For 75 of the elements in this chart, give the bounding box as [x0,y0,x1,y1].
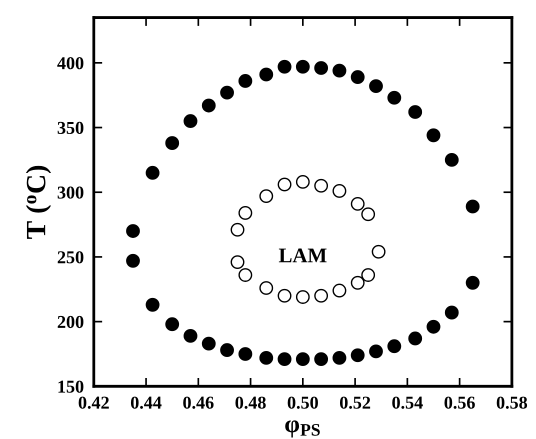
point [350,276,365,290]
point [296,352,310,366]
point [146,298,160,312]
point [259,189,274,204]
y-tick-label: 350 [58,122,84,134]
point [184,328,198,343]
point [165,317,180,332]
y-tick-label: 150 [58,380,84,393]
point [387,339,402,354]
point [278,60,292,74]
point [350,196,365,211]
point [466,276,480,290]
point [387,90,402,105]
point [332,184,346,198]
point [230,222,244,237]
point [278,288,292,303]
point [202,336,216,351]
point [332,64,346,78]
y-tick-label: 200 [58,316,84,328]
point [126,254,140,268]
x-tick-label: 0.58 [496,396,528,409]
y-tick-label: 400 [57,57,84,70]
point [332,350,346,365]
point [296,174,310,189]
point [238,206,252,220]
x-tick-label: 0.52 [340,396,370,409]
x-axis-title: φ$_{PS}$ [285,420,320,438]
point [350,70,365,84]
y-tick-label: 250 [58,251,84,264]
point [238,268,252,282]
point [426,128,440,142]
point [361,268,376,282]
point [165,136,180,150]
y-tick-label: 300 [58,186,84,199]
point [230,255,244,270]
point [259,350,274,365]
point [202,98,216,112]
point [278,352,292,366]
point [369,79,383,94]
point [238,74,252,88]
point [220,343,234,357]
point [332,284,346,298]
point [314,352,328,366]
point [296,290,310,304]
point [259,68,274,82]
point [408,105,422,119]
point [426,320,440,334]
point [350,348,365,362]
point [361,207,376,222]
point [444,306,459,320]
point [184,114,198,128]
point [296,60,310,74]
point [372,244,386,259]
x-tick-label: 0.56 [444,396,475,409]
x-tick-label: 0.54 [392,396,423,409]
point [408,332,422,346]
point [466,200,480,214]
x-tick-label: 0.50 [288,396,318,409]
point [238,347,252,361]
point [314,178,328,193]
y-axis-title: T ($^{o}$C) [26,166,52,239]
annotation: LAM [278,248,327,262]
point [220,86,234,100]
point [444,152,459,167]
point [259,281,274,295]
x-tick-label: 0.42 [78,396,109,409]
x-tick-label: 0.48 [235,396,266,409]
x-tick-label: 0.46 [183,396,214,409]
point [314,288,328,303]
point [314,61,328,75]
point [278,178,292,192]
point [126,224,140,238]
point [369,344,383,358]
x-tick-label: 0.44 [130,396,162,409]
point [146,166,160,180]
